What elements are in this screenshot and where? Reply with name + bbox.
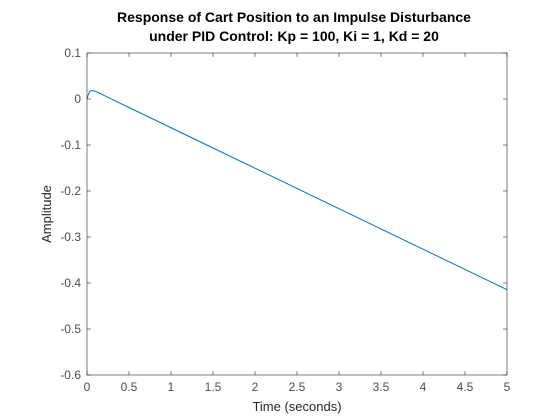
y-axis: 0.1 0 -0.1 -0.2 -0.3 -0.4 -0.5 -0.6 <box>60 46 507 382</box>
x-axis-label: Time (seconds) <box>252 399 341 414</box>
x-tick-label: 2.5 <box>289 380 306 394</box>
x-tick-label: 1 <box>168 380 175 394</box>
chart-title-line-2: under PID Control: Kp = 100, Ki = 1, Kd … <box>149 28 439 44</box>
x-tick-label: 2 <box>252 380 259 394</box>
x-tick-label: 4 <box>420 380 427 394</box>
plot-frame <box>86 52 508 376</box>
x-axis: 0 0.5 1 1.5 2 2.5 3 3.5 4 4.5 5 <box>84 53 511 394</box>
x-tick-label: 0 <box>84 380 91 394</box>
x-tick-label: 4.5 <box>457 380 474 394</box>
y-axis-label: Amplitude <box>39 185 54 243</box>
series-line <box>86 89 508 291</box>
plot-area <box>87 53 507 375</box>
x-tick-label: 3 <box>336 380 343 394</box>
y-tick-label: -0.5 <box>60 322 81 336</box>
y-tick-label: -0.2 <box>60 184 81 198</box>
chart-title-line-1: Response of Cart Position to an Impulse … <box>117 9 471 25</box>
x-tick-label: 1.5 <box>205 380 222 394</box>
x-tick-label: 3.5 <box>373 380 390 394</box>
y-tick-label: 0.1 <box>64 46 81 60</box>
y-tick-label: -0.4 <box>60 276 81 290</box>
series-group <box>86 89 508 291</box>
y-tick-label: -0.1 <box>60 138 81 152</box>
y-tick-label: 0 <box>74 92 81 106</box>
x-tick-label: 5 <box>504 380 511 394</box>
y-tick-label: -0.6 <box>60 368 81 382</box>
x-tick-label: 0.5 <box>121 380 138 394</box>
y-tick-label: -0.3 <box>60 230 81 244</box>
